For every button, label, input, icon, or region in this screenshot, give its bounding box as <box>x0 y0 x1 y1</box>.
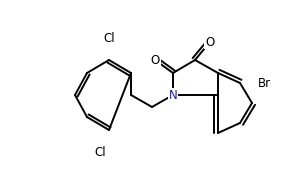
Text: O: O <box>150 53 160 67</box>
Text: Cl: Cl <box>103 31 115 45</box>
Text: Cl: Cl <box>94 146 106 159</box>
Text: O: O <box>205 35 215 49</box>
Text: N: N <box>168 89 177 101</box>
Text: Br: Br <box>258 77 271 89</box>
